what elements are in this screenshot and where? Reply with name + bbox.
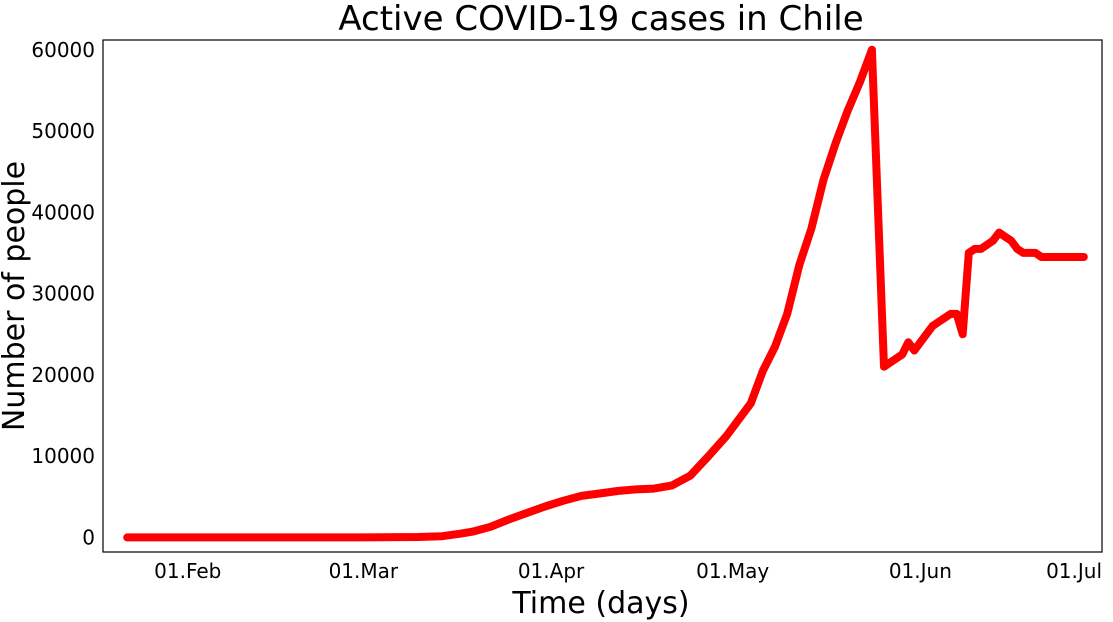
chart-title: Active COVID-19 cases in Chile [338,0,863,39]
x-tick-label: 01.Mar [329,559,399,583]
x-tick-label: 01.Jul [1046,559,1102,583]
y-tick-label: 0 [82,525,95,549]
x-tick-label: 01.Jun [889,559,952,583]
y-axis: 0 10000 20000 30000 40000 50000 60000 [31,38,95,550]
y-axis-label: Number of people [0,161,32,431]
y-tick-label: 60000 [31,38,95,62]
x-tick-label: 01.Apr [518,559,585,583]
y-tick-label: 50000 [31,119,95,143]
y-tick-label: 10000 [31,444,95,468]
y-tick-label: 20000 [31,363,95,387]
y-tick-label: 30000 [31,282,95,306]
x-tick-label: 01.May [696,559,769,583]
x-axis: 01.Feb 01.Mar 01.Apr 01.May 01.Jun 01.Jul [154,559,1102,583]
series-line-active-cases [123,45,1088,542]
x-tick-label: 01.Feb [154,559,221,583]
y-tick-label: 40000 [31,200,95,224]
series-group [123,45,1088,542]
x-axis-label: Time (days) [511,586,689,621]
plot-frame [102,39,1103,553]
